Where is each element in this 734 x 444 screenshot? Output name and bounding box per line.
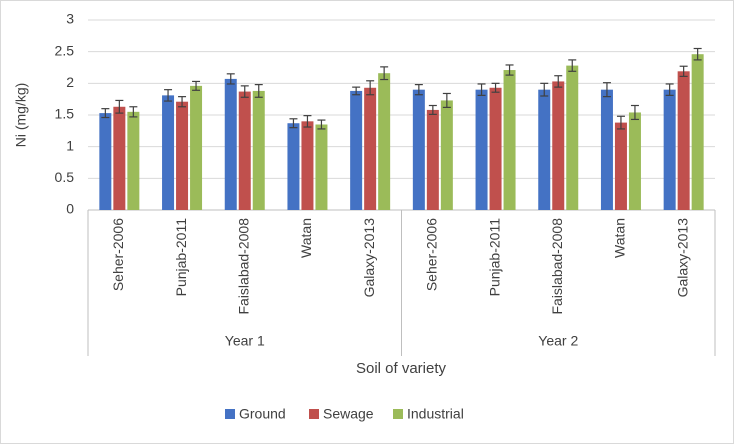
- y-tick-label: 2.5: [55, 42, 75, 58]
- x-tick-label: Seher-2006: [424, 218, 440, 291]
- x-tick-label: Punjab-2011: [486, 218, 502, 297]
- bar: [190, 85, 203, 210]
- error-bar: [380, 66, 389, 81]
- error-bar: [568, 59, 577, 72]
- x-tick-label: Galaxy-2013: [361, 218, 377, 298]
- error-bar: [101, 108, 110, 119]
- bar: [426, 109, 439, 210]
- bar: [162, 95, 175, 210]
- y-axis-title: Ni (mg/kg): [13, 83, 29, 148]
- bar: [252, 90, 265, 210]
- x-tick-label: Faislabad-2008: [235, 218, 251, 315]
- bar: [552, 81, 565, 210]
- error-bar: [226, 73, 235, 85]
- bar: [503, 70, 516, 211]
- bar: [677, 71, 690, 210]
- bar: [614, 122, 627, 210]
- bar: [628, 112, 641, 210]
- x-tick-label: Galaxy-2013: [674, 218, 690, 298]
- group-label: Year 2: [538, 333, 578, 349]
- error-bar: [317, 119, 326, 130]
- error-bar: [303, 115, 312, 128]
- y-tick-label: 3: [66, 11, 74, 27]
- bar: [224, 78, 237, 211]
- x-tick-label: Watan: [612, 218, 628, 258]
- error-bar: [477, 83, 486, 96]
- error-bar: [665, 83, 674, 96]
- bar: [489, 87, 502, 210]
- error-bar: [554, 75, 563, 88]
- legend-swatch: [309, 409, 319, 419]
- error-bar: [428, 104, 437, 115]
- error-bar: [129, 106, 138, 118]
- error-bar: [630, 104, 639, 121]
- error-bar: [192, 80, 201, 91]
- bar: [99, 113, 112, 210]
- bar: [364, 87, 377, 210]
- bar: [691, 54, 704, 211]
- bar: [440, 100, 453, 210]
- legend-label: Industrial: [407, 406, 464, 422]
- bar: [127, 111, 140, 210]
- x-tick-label: Faislabad-2008: [549, 218, 565, 315]
- error-bar: [115, 99, 124, 114]
- bar: [301, 121, 314, 210]
- bar: [238, 91, 251, 210]
- legend-label: Ground: [239, 406, 286, 422]
- error-bar: [366, 80, 375, 96]
- error-bar: [254, 83, 263, 98]
- error-bar: [240, 85, 249, 98]
- error-bar: [352, 86, 361, 96]
- bar: [663, 89, 676, 210]
- bar: [475, 89, 488, 210]
- error-bar: [178, 96, 187, 108]
- error-bar: [540, 82, 549, 97]
- legend-swatch: [393, 409, 403, 419]
- x-tick-label: Seher-2006: [110, 218, 126, 291]
- error-bar: [679, 65, 688, 77]
- error-bar: [289, 118, 298, 129]
- group-label: Year 1: [225, 333, 265, 349]
- bar: [378, 73, 391, 210]
- bar: [176, 101, 189, 210]
- bar: [113, 106, 126, 210]
- bar: [287, 123, 300, 210]
- x-tick-label: Punjab-2011: [173, 218, 189, 297]
- bar: [350, 90, 363, 210]
- legend-label: Sewage: [323, 406, 374, 422]
- error-bar: [491, 82, 500, 93]
- y-tick-label: 0.5: [55, 169, 75, 185]
- bar: [412, 89, 425, 210]
- x-tick-label: Watan: [298, 218, 314, 258]
- error-bar: [602, 82, 611, 98]
- bar: [600, 89, 613, 210]
- y-tick-label: 0: [66, 201, 74, 217]
- legend-swatch: [225, 409, 235, 419]
- y-tick-label: 1.5: [55, 106, 75, 122]
- error-bar: [414, 83, 423, 96]
- x-axis-title: Soil of variety: [356, 360, 447, 377]
- error-bar: [164, 89, 173, 102]
- bar: [538, 89, 551, 210]
- y-tick-label: 1: [66, 137, 74, 153]
- bar: [315, 124, 328, 210]
- error-bar: [693, 47, 702, 61]
- error-bar: [442, 92, 451, 109]
- error-bar: [505, 64, 514, 76]
- bar: [566, 65, 579, 210]
- error-bar: [616, 115, 625, 130]
- y-tick-label: 2: [66, 74, 74, 90]
